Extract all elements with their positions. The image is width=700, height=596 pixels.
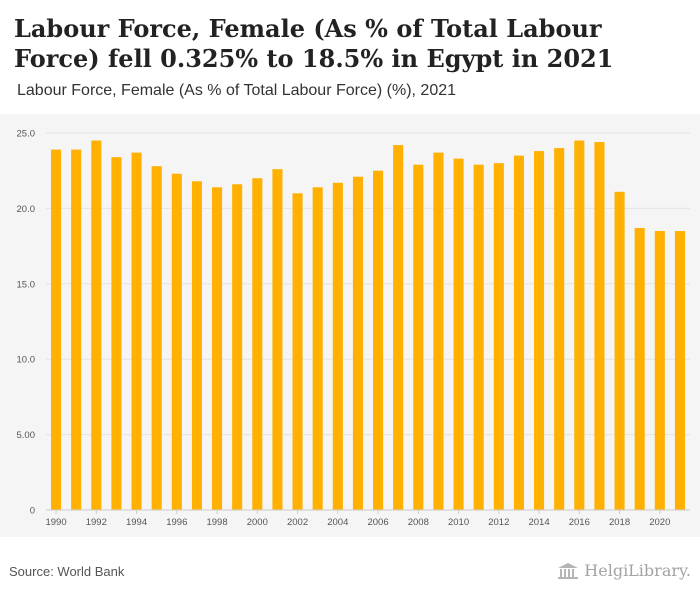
bar-2005[interactable] (352, 176, 363, 510)
y-tick-label: 25.0 (17, 129, 36, 140)
x-tick-label: 1992 (86, 517, 107, 528)
x-tick-label: 2010 (448, 517, 469, 528)
x-tick-label: 1994 (126, 517, 147, 528)
bar-2016[interactable] (574, 140, 585, 510)
bar-1999[interactable] (232, 184, 243, 510)
y-tick-label: 5.00 (17, 430, 36, 441)
bar-2014[interactable] (534, 151, 545, 510)
y-tick-label: 20.0 (17, 204, 36, 215)
bar-1992[interactable] (91, 140, 102, 510)
x-tick-label: 2014 (528, 517, 549, 528)
bar-1998[interactable] (212, 187, 223, 510)
x-tick-label: 2004 (327, 517, 348, 528)
x-tick-label: 1996 (166, 517, 187, 528)
bar-1990[interactable] (51, 149, 62, 510)
bar-2015[interactable] (554, 148, 565, 510)
y-tick-label: 0 (30, 506, 35, 517)
y-tick-label: 10.0 (17, 355, 36, 366)
bar-2010[interactable] (453, 158, 464, 511)
bar-2013[interactable] (513, 155, 524, 510)
x-tick-label: 2016 (569, 517, 590, 528)
bar-2019[interactable] (634, 228, 645, 510)
bar-1997[interactable] (191, 181, 202, 511)
x-tick-label: 2002 (287, 517, 308, 528)
y-tick-labels: 0 5.00 10.0 15.0 20.0 25.0 (17, 129, 36, 517)
bar-2012[interactable] (493, 163, 504, 510)
bar-1993[interactable] (111, 157, 122, 510)
x-tick-label: 2008 (408, 517, 429, 528)
x-tick-labels: 1990 1992 1994 1996 1998 2000 2002 2004 2006 2008… (45, 517, 670, 528)
bars (51, 140, 685, 511)
x-tick-label: 2018 (609, 517, 630, 528)
bar-2018[interactable] (614, 191, 625, 510)
bar-chart: 1990 1992 1994 1996 1998 2000 2002 2004 2006 2008… (17, 129, 690, 528)
chart-subtitle: Labour Force, Female (As % of Total Labo… (17, 82, 457, 99)
bar-2009[interactable] (433, 152, 444, 510)
x-tick-label: 2020 (649, 517, 670, 528)
logo-text: HelgiLibrary. (584, 561, 691, 580)
bar-2002[interactable] (292, 193, 303, 510)
x-tick-label: 2006 (367, 517, 388, 528)
bar-2017[interactable] (594, 142, 605, 510)
bar-1994[interactable] (131, 152, 142, 510)
bar-1991[interactable] (71, 149, 82, 510)
page-title: Labour Force, Female (As % of Total Labo… (14, 14, 614, 73)
chart-panel: 1990 1992 1994 1996 1998 2000 2002 2004 2006 2008… (0, 114, 700, 537)
bar-1995[interactable] (151, 166, 162, 510)
source-note: Source: World Bank (9, 564, 125, 579)
bar-2008[interactable] (413, 164, 424, 510)
bar-2011[interactable] (473, 164, 484, 510)
x-tick-label: 2012 (488, 517, 509, 528)
bar-2007[interactable] (393, 145, 404, 510)
x-tick-label: 1998 (206, 517, 227, 528)
axes (46, 509, 690, 514)
bar-2006[interactable] (373, 170, 384, 510)
bar-1996[interactable] (171, 173, 182, 510)
library-building-icon (558, 562, 579, 579)
y-tick-label: 15.0 (17, 279, 36, 290)
bar-2021[interactable] (674, 231, 685, 510)
bar-2004[interactable] (332, 182, 343, 510)
bar-2020[interactable] (654, 231, 665, 510)
bar-2001[interactable] (272, 169, 283, 510)
helgi-library-logo[interactable]: HelgiLibrary. (557, 561, 691, 580)
bar-2000[interactable] (252, 178, 263, 510)
bar-2003[interactable] (312, 187, 323, 510)
grid-lines (46, 132, 690, 511)
x-tick-label: 1990 (45, 517, 66, 528)
x-tick-label: 2000 (247, 517, 268, 528)
